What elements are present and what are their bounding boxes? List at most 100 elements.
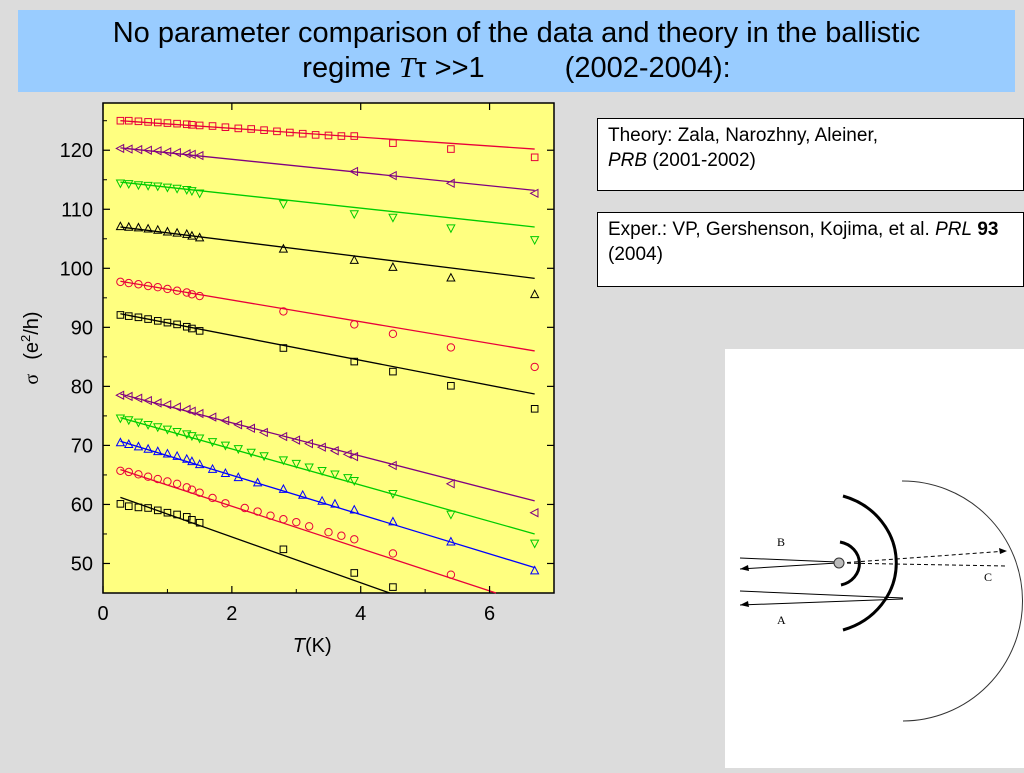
data-point [124, 116, 133, 125]
data-point [446, 570, 456, 579]
data-point [343, 474, 353, 484]
data-point [253, 507, 262, 516]
data-point [273, 127, 281, 136]
data-point [194, 434, 205, 444]
data-point [330, 498, 340, 508]
data-point [133, 144, 143, 155]
data-point [143, 281, 153, 291]
data-point [292, 517, 301, 527]
data-point [173, 320, 181, 329]
data-point [246, 448, 256, 458]
theory-years: (2001-2002) [647, 150, 756, 171]
data-point [115, 143, 125, 154]
data-point [116, 116, 125, 125]
data-point [188, 121, 196, 129]
y-axis-unit-pre: (e [21, 342, 43, 360]
data-point [529, 188, 539, 199]
experiment-journal: PRL [935, 219, 973, 240]
data-point [208, 122, 217, 130]
data-point [389, 583, 397, 591]
data-point [143, 420, 153, 430]
data-point [194, 408, 204, 419]
label-c: C [984, 570, 992, 584]
data-point [134, 117, 143, 126]
data-point [163, 508, 172, 517]
data-point [350, 357, 359, 366]
inner-arc [839, 540, 861, 587]
data-point [182, 453, 192, 463]
data-point [446, 272, 456, 282]
data-point [153, 282, 162, 292]
data-point [163, 477, 172, 486]
title-line-1: No parameter comparison of the data and … [112, 17, 921, 49]
data-point [350, 535, 359, 544]
data-point [195, 291, 204, 301]
data-point [259, 452, 269, 462]
data-point [144, 118, 152, 126]
data-point [116, 466, 125, 475]
data-point [349, 451, 359, 462]
data-point [529, 289, 540, 299]
data-point [317, 495, 327, 505]
experiment-reference-box: Exper.: VP, Gershenson, Kojima, et al. P… [597, 212, 1024, 287]
data-point [187, 456, 197, 466]
data-point [446, 224, 456, 234]
theory-reference-text: Theory: Zala, Narozhny, Aleiner, [608, 125, 878, 146]
data-point [446, 343, 456, 352]
data-point [163, 318, 172, 327]
path-a-lower [739, 598, 904, 606]
data-point [529, 565, 540, 575]
ballistic-scattering-diagram: B A C [725, 349, 1024, 768]
data-point [349, 254, 360, 264]
data-point [388, 261, 398, 271]
fit-line-9 [120, 468, 497, 594]
y-tick-label: 80 [71, 376, 93, 398]
data-point [187, 432, 197, 442]
data-point [181, 404, 191, 415]
path-b-upper [739, 557, 838, 563]
data-point [207, 412, 217, 422]
data-point [279, 307, 288, 316]
data-point [530, 153, 539, 162]
data-point [172, 184, 182, 194]
data-point [324, 527, 333, 537]
data-point [182, 120, 191, 129]
data-point [298, 129, 307, 138]
data-point [142, 145, 152, 155]
y-tick-label: 70 [71, 435, 93, 457]
data-point [115, 390, 125, 400]
data-point [389, 367, 397, 376]
data-point [142, 395, 152, 406]
data-point [233, 472, 244, 482]
data-point [350, 320, 359, 329]
data-point [304, 463, 314, 473]
data-point [116, 311, 125, 319]
data-point [208, 493, 217, 503]
data-point [303, 438, 313, 449]
outer-arc [901, 480, 1023, 722]
data-point [246, 423, 255, 434]
data-point [445, 479, 455, 489]
data-point [162, 448, 173, 458]
data-point [124, 221, 134, 231]
data-point [115, 414, 126, 424]
data-point [389, 139, 397, 147]
data-point [115, 179, 126, 189]
data-point [445, 178, 455, 189]
data-point [260, 126, 268, 134]
data-point [144, 315, 152, 323]
data-point [316, 442, 326, 452]
plot-area [102, 102, 555, 594]
data-point [172, 479, 182, 488]
y-tick-label: 100 [60, 258, 93, 280]
data-point [153, 506, 162, 515]
data-point [134, 503, 143, 512]
data-point [116, 277, 125, 287]
data-point [173, 119, 181, 128]
data-point [133, 441, 144, 451]
data-point [233, 445, 244, 455]
data-point [172, 450, 182, 460]
data-point [207, 463, 218, 473]
data-point [163, 284, 172, 294]
